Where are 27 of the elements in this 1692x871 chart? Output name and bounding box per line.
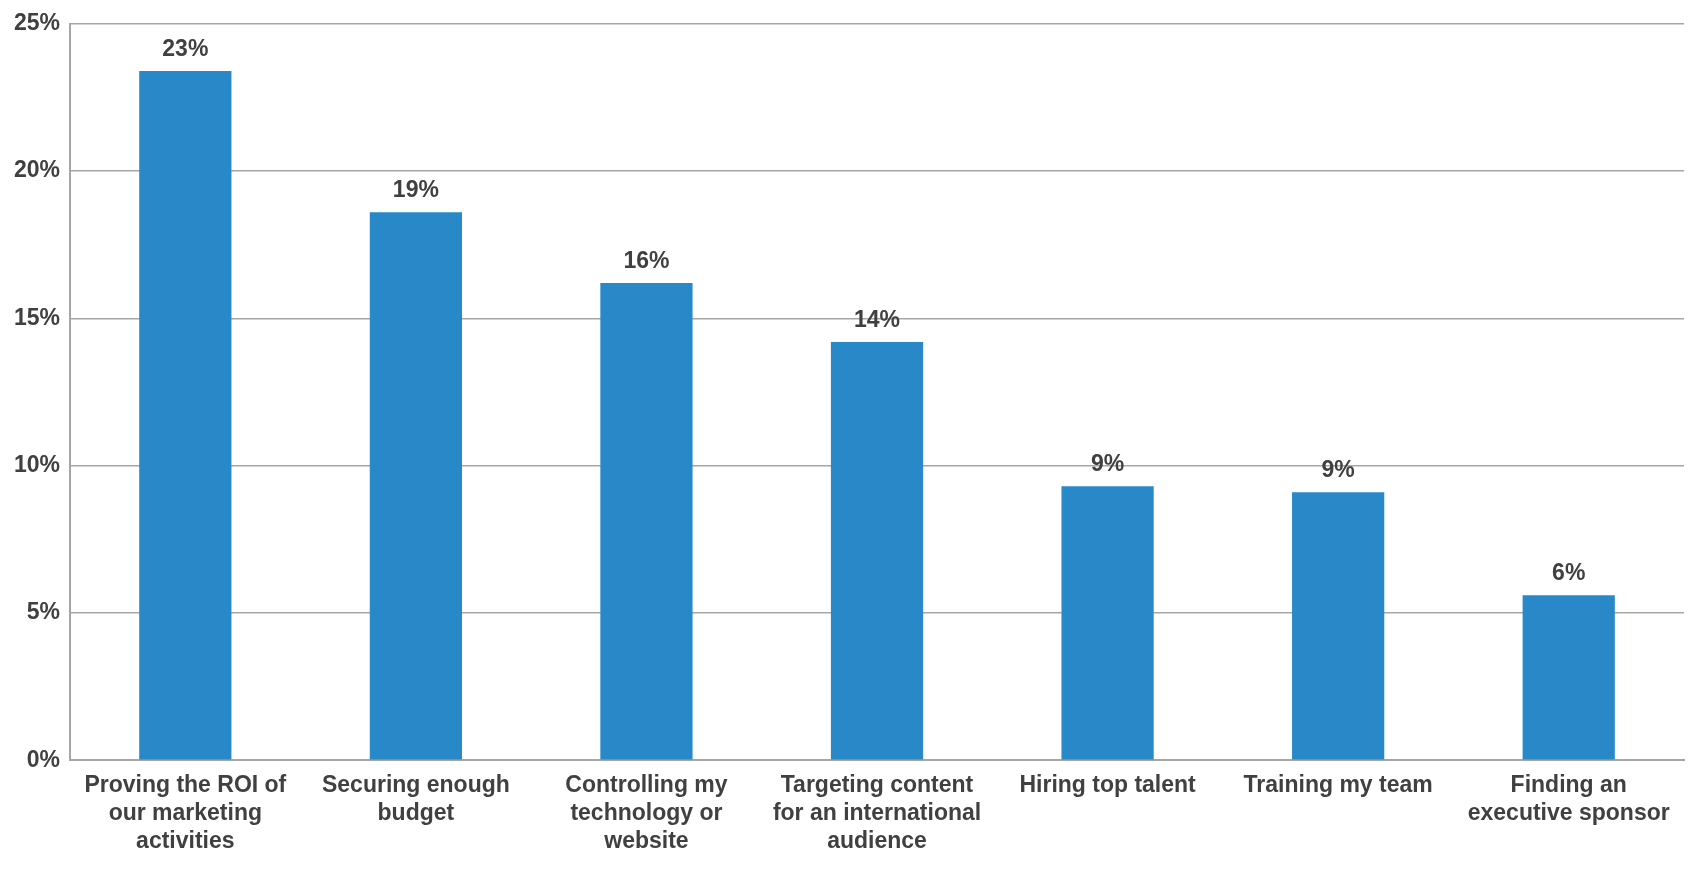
- x-tick-label: Controlling my technology or website: [565, 771, 728, 853]
- y-tick-label: 15%: [13, 303, 61, 330]
- bar: [1292, 492, 1385, 760]
- data-label: 23%: [162, 34, 209, 61]
- data-label: 9%: [1090, 450, 1125, 477]
- data-label: 19%: [392, 176, 439, 203]
- data-label: 9%: [1321, 455, 1355, 482]
- x-tick-label: Targeting content for an international audience: [772, 771, 982, 853]
- x-tick-label: Hiring top talent: [1019, 771, 1197, 798]
- data-label: 16%: [623, 246, 670, 273]
- bar: [139, 70, 232, 760]
- bar: [1061, 486, 1154, 760]
- x-tick-label: Securing enough budget: [321, 771, 510, 825]
- y-tick-label: 20%: [13, 156, 61, 183]
- x-tick-label: Finding an executive sponsor: [1467, 771, 1670, 825]
- x-tick-label: Training my team: [1243, 771, 1433, 798]
- bar: [369, 212, 462, 760]
- y-tick-label: 10%: [13, 450, 61, 477]
- bar: [830, 341, 924, 760]
- y-tick-label: 5%: [26, 598, 61, 625]
- x-tick-label: Proving the ROI of our marketing activities: [84, 771, 287, 853]
- bar: [1522, 595, 1615, 760]
- y-tick-label: 25%: [13, 9, 61, 36]
- y-tick-label: 0%: [26, 745, 61, 772]
- data-label: 6%: [1552, 559, 1586, 586]
- data-label: 14%: [853, 305, 901, 332]
- bar: [600, 283, 693, 760]
